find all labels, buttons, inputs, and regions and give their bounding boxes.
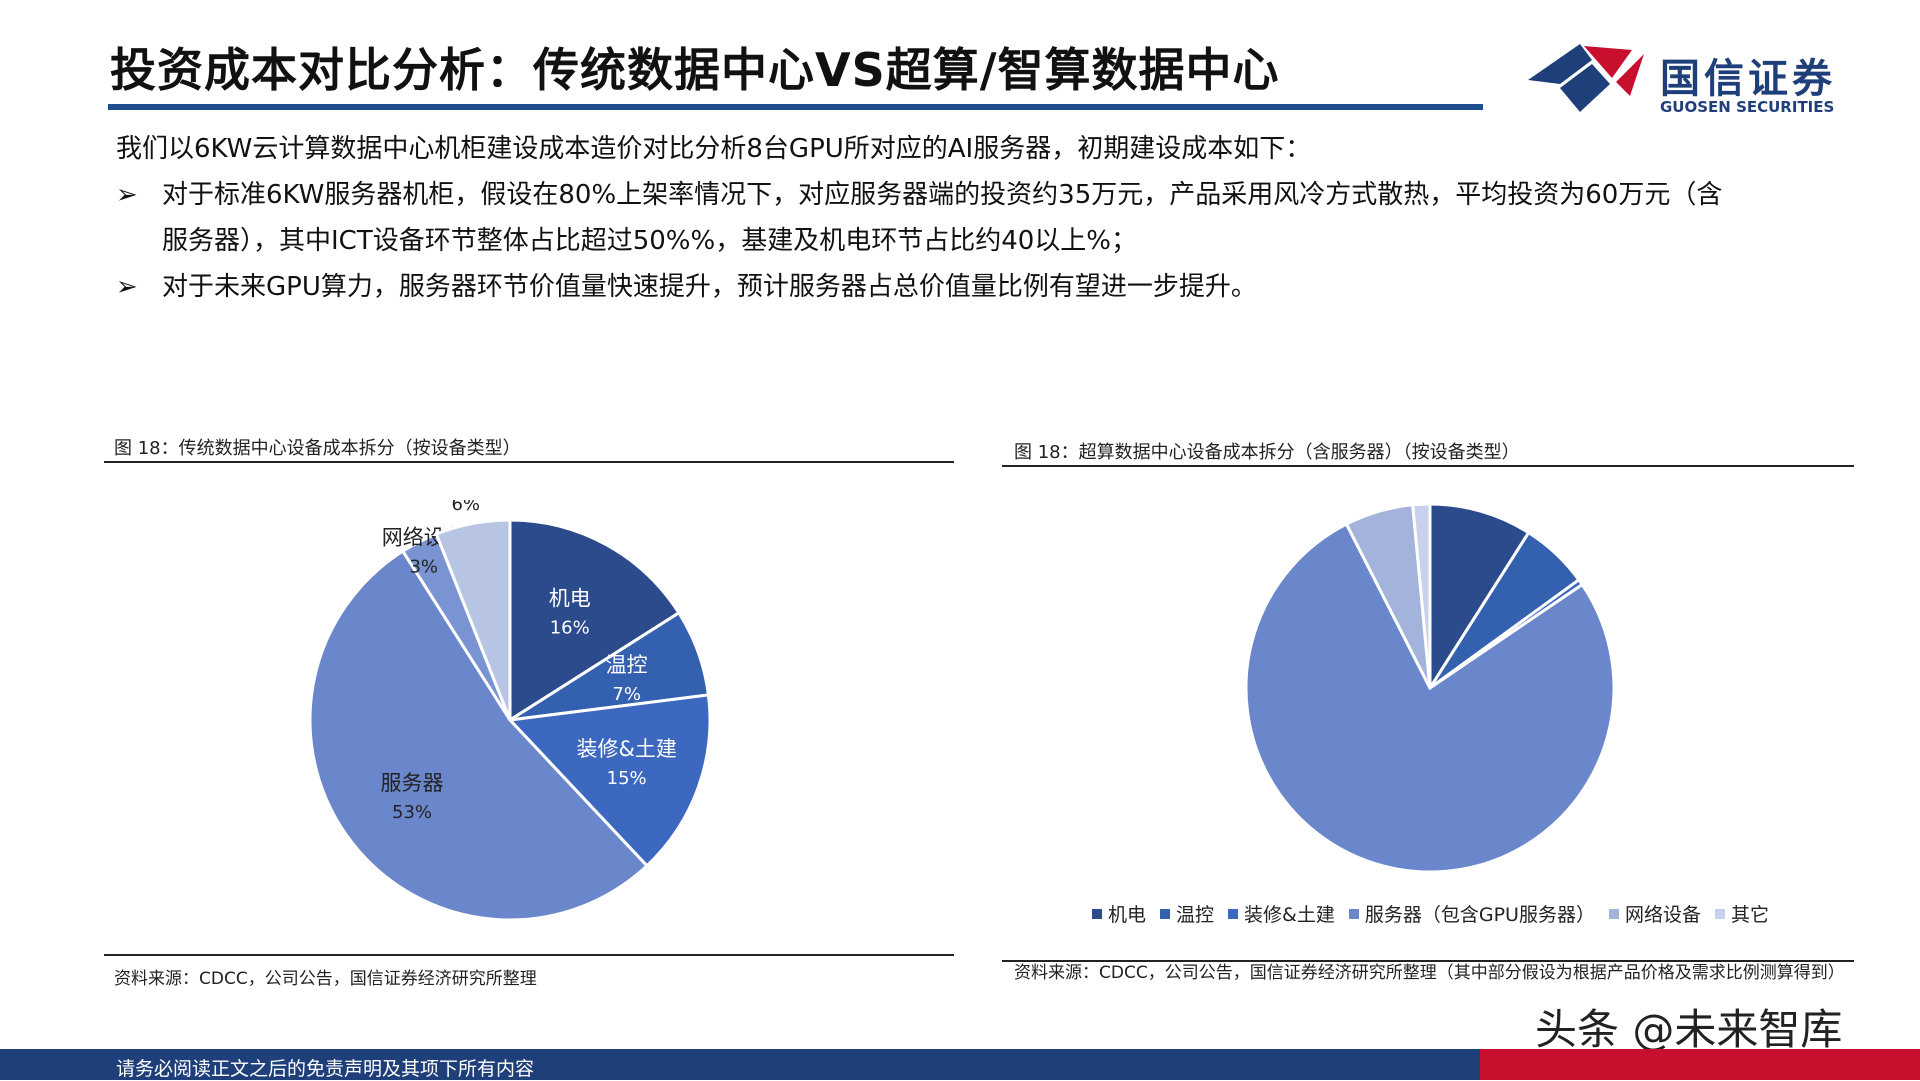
legend-swatch-1 [1160, 908, 1171, 919]
footer-accent [1480, 1049, 1920, 1080]
figure-left-top-rule [104, 461, 954, 463]
slice-label-1: 温控 [606, 653, 648, 677]
slice-value-1: 7% [612, 684, 641, 705]
legend-item-4: 网络设备 [1608, 900, 1701, 927]
legend-label-3: 服务器（包含GPU服务器） [1364, 904, 1595, 926]
slice-label-0: 机电 [549, 586, 591, 610]
slice-value-4: 3% [409, 557, 438, 578]
legend-swatch-3 [1348, 908, 1359, 919]
legend-label-4: 网络设备 [1624, 904, 1701, 926]
footer-disclaimer: 请务必阅读正文之后的免责声明及其项下所有内容 [116, 1058, 535, 1080]
pie-slice-0-0 [508, 518, 681, 723]
watermark: 头条 @未来智库 [1535, 1005, 1843, 1054]
body-text: 我们以6KW云计算数据中心机柜建设成本造价对比分析8台GPU所对应的AI服务器，… [116, 126, 1816, 310]
figure-right-caption: 图 18：超算数据中心设备成本拆分（含服务器）（按设备类型） [1014, 442, 1520, 463]
bullet-arrow-icon: ➢ [116, 180, 138, 210]
bullet-2-text: 对于未来GPU算力，服务器环节价值量快速提升，预计服务器占总价值量比例有望进一步… [162, 272, 1257, 302]
logo-chinese-name: 国信证券 [1660, 56, 1836, 102]
figure-left-caption: 图 18：传统数据中心设备成本拆分（按设备类型） [114, 438, 521, 459]
bullet-item-2: ➢ 对于未来GPU算力，服务器环节价值量快速提升，预计服务器占总价值量比例有望进… [116, 264, 1816, 310]
title-underline [108, 104, 1483, 110]
chart-legend: 机电 温控 装修&土建 服务器（包含GPU服务器） 网络设备 其它 [1092, 900, 1769, 927]
figure-left-source: 资料来源：CDCC，公司公告，国信证券经济研究所整理 [114, 969, 537, 989]
legend-swatch-0 [1092, 908, 1102, 919]
intro-text: 我们以6KW云计算数据中心机柜建设成本造价对比分析8台GPU所对应的AI服务器，… [116, 134, 1312, 164]
page-title: 投资成本对比分析：传统数据中心VS超算/智算数据中心 [110, 43, 1280, 97]
legend-swatch-5 [1714, 908, 1725, 919]
legend-item-3: 服务器（包含GPU服务器） [1348, 900, 1595, 927]
slice-value-2: 15% [607, 768, 647, 789]
slice-value-0: 16% [550, 617, 590, 638]
figure-left-bottom-rule [104, 954, 954, 956]
legend-item-0: 机电 [1092, 900, 1146, 927]
bullet-1-line-2: 服务器），其中ICT设备环节整体占比超过50%%，基建及机电环节占比约40以上%… [162, 226, 1137, 256]
slice-label-3: 服务器 [381, 771, 444, 795]
legend-item-1: 温控 [1160, 900, 1214, 927]
legend-swatch-4 [1608, 908, 1619, 919]
logo-mark-icon [1528, 44, 1644, 112]
legend-label-1: 温控 [1176, 904, 1215, 926]
legend-item-2: 装修&土建 [1228, 900, 1335, 927]
pie-slice-1-5 [1411, 502, 1432, 689]
pie-slice-0-3 [308, 549, 650, 922]
bullet-arrow-icon: ➢ [116, 272, 138, 302]
logo-english-name: GUOSEN SECURITIES [1660, 98, 1835, 116]
legend-swatch-2 [1228, 908, 1239, 919]
pie-slice-0-5 [434, 518, 512, 721]
figure-right-top-rule [1002, 465, 1854, 467]
legend-item-5: 其它 [1714, 900, 1769, 927]
company-logo: 国信证券 GUOSEN SECURITIES [1520, 38, 1834, 128]
figure-right-source: 资料来源：CDCC，公司公告，国信证券经济研究所整理（其中部分假设为根据产品价格… [1014, 963, 1845, 983]
bullet-item-1: ➢ 对于标准6KW服务器机柜，假设在80%上架率情况下，对应服务器端的投资约35… [116, 172, 1816, 218]
slice-value-5: 6% [451, 500, 480, 515]
figure-right-bottom-rule [1002, 960, 1854, 962]
legend-label-2: 装修&土建 [1244, 904, 1335, 926]
pie-slice-1-0 [1428, 502, 1531, 694]
legend-label-0: 机电 [1108, 904, 1147, 926]
pie-slice-0-2 [506, 693, 712, 868]
slice-label-2: 装修&土建 [576, 737, 676, 761]
slice-value-3: 53% [392, 802, 432, 823]
bullet-1-line-1: 对于标准6KW服务器机柜，假设在80%上架率情况下，对应服务器端的投资约35万元… [162, 180, 1723, 210]
legend-label-5: 其它 [1730, 904, 1769, 926]
pie-slice-1-3 [1244, 522, 1616, 874]
pie-chart-supercomputing [1244, 502, 1616, 874]
